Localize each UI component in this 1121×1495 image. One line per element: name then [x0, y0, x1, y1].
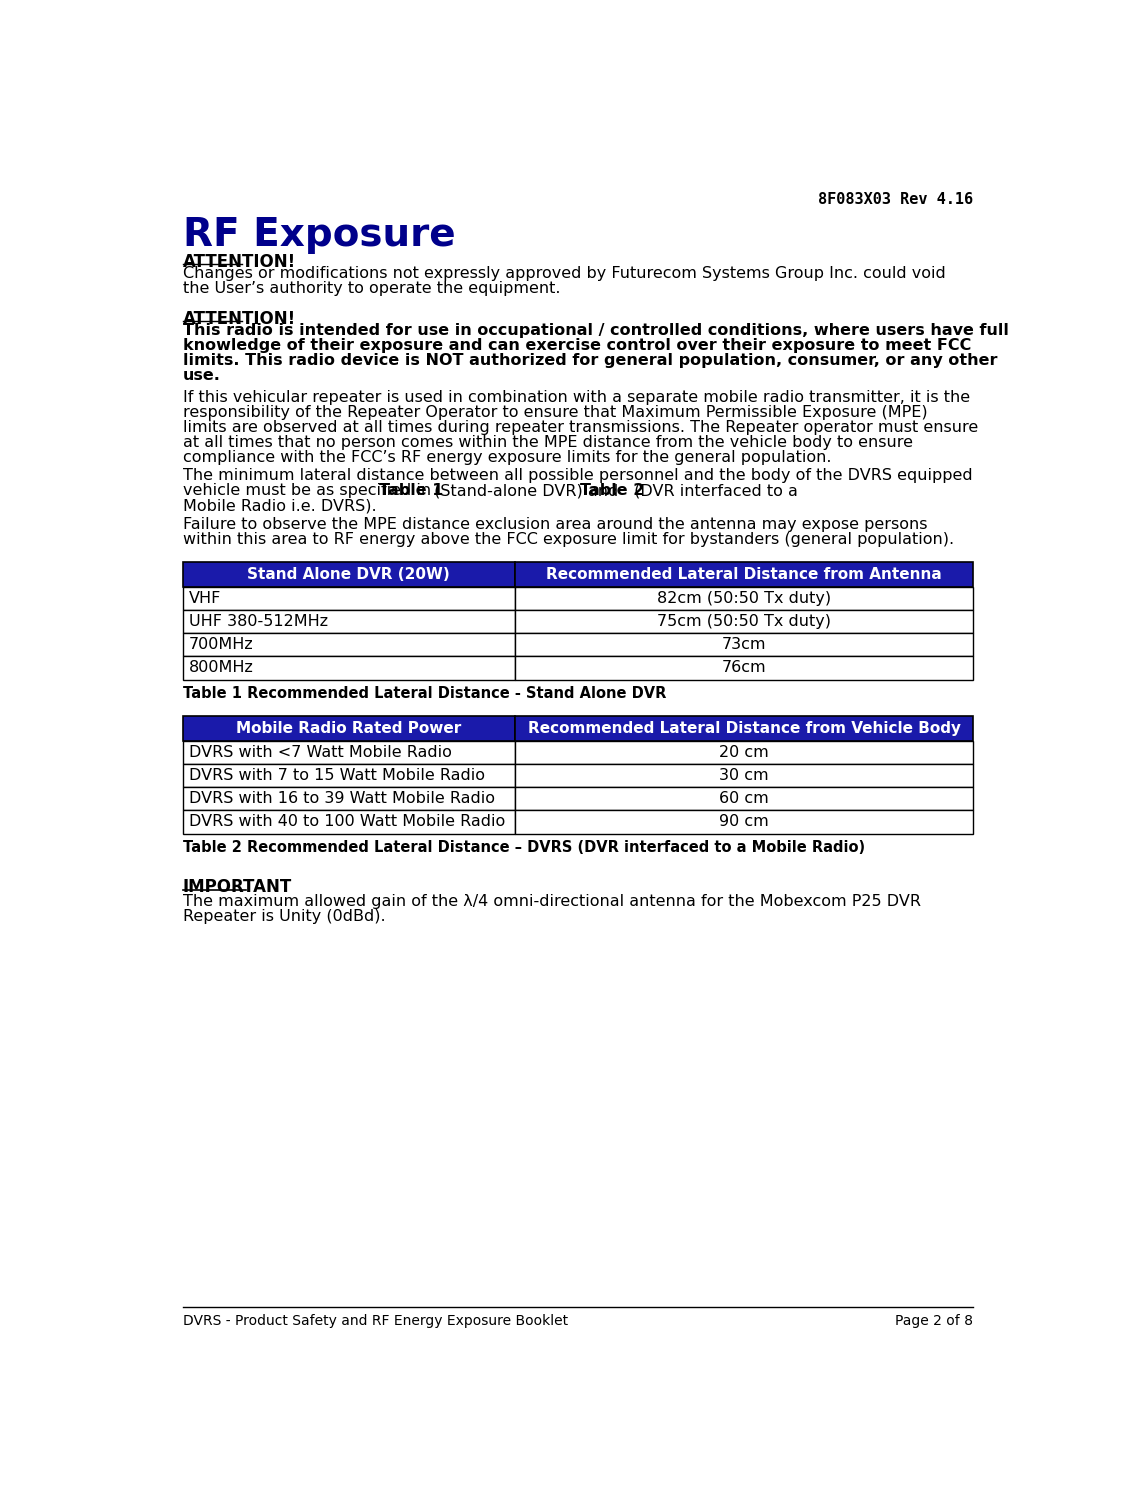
FancyBboxPatch shape [515, 742, 973, 764]
FancyBboxPatch shape [515, 788, 973, 810]
FancyBboxPatch shape [515, 716, 973, 742]
Text: Mobile Radio i.e. DVRS).: Mobile Radio i.e. DVRS). [183, 498, 377, 513]
FancyBboxPatch shape [515, 588, 973, 610]
Text: DVRS with 40 to 100 Watt Mobile Radio: DVRS with 40 to 100 Watt Mobile Radio [189, 815, 506, 830]
Text: responsibility of the Repeater Operator to ensure that Maximum Permissible Expos: responsibility of the Repeater Operator … [183, 405, 927, 420]
Text: DVRS with 7 to 15 Watt Mobile Radio: DVRS with 7 to 15 Watt Mobile Radio [189, 768, 485, 783]
FancyBboxPatch shape [183, 788, 515, 810]
Text: Mobile Radio Rated Power: Mobile Radio Rated Power [237, 721, 462, 737]
Text: knowledge of their exposure and can exercise control over their exposure to meet: knowledge of their exposure and can exer… [183, 338, 971, 353]
Text: the User’s authority to operate the equipment.: the User’s authority to operate the equi… [183, 281, 560, 296]
Text: 82cm (50:50 Tx duty): 82cm (50:50 Tx duty) [657, 591, 831, 605]
Text: Stand Alone DVR (20W): Stand Alone DVR (20W) [248, 567, 451, 582]
Text: 8F083X03 Rev 4.16: 8F083X03 Rev 4.16 [818, 193, 973, 208]
Text: 800MHz: 800MHz [189, 661, 253, 676]
Text: Recommended Lateral Distance from Antenna: Recommended Lateral Distance from Antenn… [546, 567, 942, 582]
FancyBboxPatch shape [183, 610, 515, 634]
FancyBboxPatch shape [183, 716, 515, 742]
FancyBboxPatch shape [183, 588, 515, 610]
Text: ATTENTION!: ATTENTION! [183, 309, 296, 327]
Text: 90 cm: 90 cm [720, 815, 769, 830]
Text: ATTENTION!: ATTENTION! [183, 253, 296, 271]
Text: VHF: VHF [189, 591, 221, 605]
Text: limits. This radio device is NOT authorized for general population, consumer, or: limits. This radio device is NOT authori… [183, 353, 998, 368]
Text: DVRS with 16 to 39 Watt Mobile Radio: DVRS with 16 to 39 Watt Mobile Radio [189, 791, 495, 806]
Text: Changes or modifications not expressly approved by Futurecom Systems Group Inc. : Changes or modifications not expressly a… [183, 266, 945, 281]
FancyBboxPatch shape [183, 764, 515, 788]
Text: 20 cm: 20 cm [720, 745, 769, 759]
Text: within this area to RF energy above the FCC exposure limit for bystanders (gener: within this area to RF energy above the … [183, 532, 954, 547]
FancyBboxPatch shape [515, 810, 973, 834]
Text: 73cm: 73cm [722, 637, 767, 652]
Text: UHF 380-512MHz: UHF 380-512MHz [189, 614, 328, 629]
Text: The minimum lateral distance between all possible personnel and the body of the : The minimum lateral distance between all… [183, 468, 972, 483]
Text: The maximum allowed gain of the λ/4 omni-directional antenna for the Mobexcom P2: The maximum allowed gain of the λ/4 omni… [183, 894, 920, 909]
FancyBboxPatch shape [515, 764, 973, 788]
Text: compliance with the FCC’s RF energy exposure limits for the general population.: compliance with the FCC’s RF energy expo… [183, 450, 832, 465]
Text: RF Exposure: RF Exposure [183, 215, 455, 254]
Text: at all times that no person comes within the MPE distance from the vehicle body : at all times that no person comes within… [183, 435, 912, 450]
Text: Recommended Lateral Distance from Vehicle Body: Recommended Lateral Distance from Vehicl… [528, 721, 961, 737]
FancyBboxPatch shape [515, 610, 973, 634]
FancyBboxPatch shape [515, 656, 973, 680]
Text: If this vehicular repeater is used in combination with a separate mobile radio t: If this vehicular repeater is used in co… [183, 390, 970, 405]
Text: Table 1 Recommended Lateral Distance - Stand Alone DVR: Table 1 Recommended Lateral Distance - S… [183, 686, 666, 701]
Text: Table 2 Recommended Lateral Distance – DVRS (DVR interfaced to a Mobile Radio): Table 2 Recommended Lateral Distance – D… [183, 840, 865, 855]
FancyBboxPatch shape [183, 810, 515, 834]
Text: DVRS - Product Safety and RF Energy Exposure Booklet: DVRS - Product Safety and RF Energy Expo… [183, 1314, 568, 1328]
Text: Failure to observe the MPE distance exclusion area around the antenna may expose: Failure to observe the MPE distance excl… [183, 517, 927, 532]
Text: limits are observed at all times during repeater transmissions. The Repeater ope: limits are observed at all times during … [183, 420, 978, 435]
Text: 76cm: 76cm [722, 661, 767, 676]
Text: 75cm (50:50 Tx duty): 75cm (50:50 Tx duty) [657, 614, 831, 629]
Text: Repeater is Unity (0dBd).: Repeater is Unity (0dBd). [183, 909, 386, 924]
FancyBboxPatch shape [183, 742, 515, 764]
Text: Table 2: Table 2 [580, 483, 643, 498]
Text: 60 cm: 60 cm [720, 791, 769, 806]
FancyBboxPatch shape [515, 634, 973, 656]
Text: DVRS with <7 Watt Mobile Radio: DVRS with <7 Watt Mobile Radio [189, 745, 452, 759]
FancyBboxPatch shape [183, 656, 515, 680]
Text: This radio is intended for use in occupational / controlled conditions, where us: This radio is intended for use in occupa… [183, 323, 1009, 338]
Text: (DVR interfaced to a: (DVR interfaced to a [629, 483, 798, 498]
Text: Table 1: Table 1 [379, 483, 444, 498]
Text: 30 cm: 30 cm [720, 768, 769, 783]
FancyBboxPatch shape [183, 634, 515, 656]
Text: IMPORTANT: IMPORTANT [183, 878, 291, 896]
FancyBboxPatch shape [515, 562, 973, 588]
Text: vehicle must be as specified in: vehicle must be as specified in [183, 483, 436, 498]
FancyBboxPatch shape [183, 562, 515, 588]
Text: (Stand-alone DVR) and: (Stand-alone DVR) and [429, 483, 623, 498]
Text: Page 2 of 8: Page 2 of 8 [896, 1314, 973, 1328]
Text: use.: use. [183, 368, 221, 383]
Text: 700MHz: 700MHz [189, 637, 253, 652]
